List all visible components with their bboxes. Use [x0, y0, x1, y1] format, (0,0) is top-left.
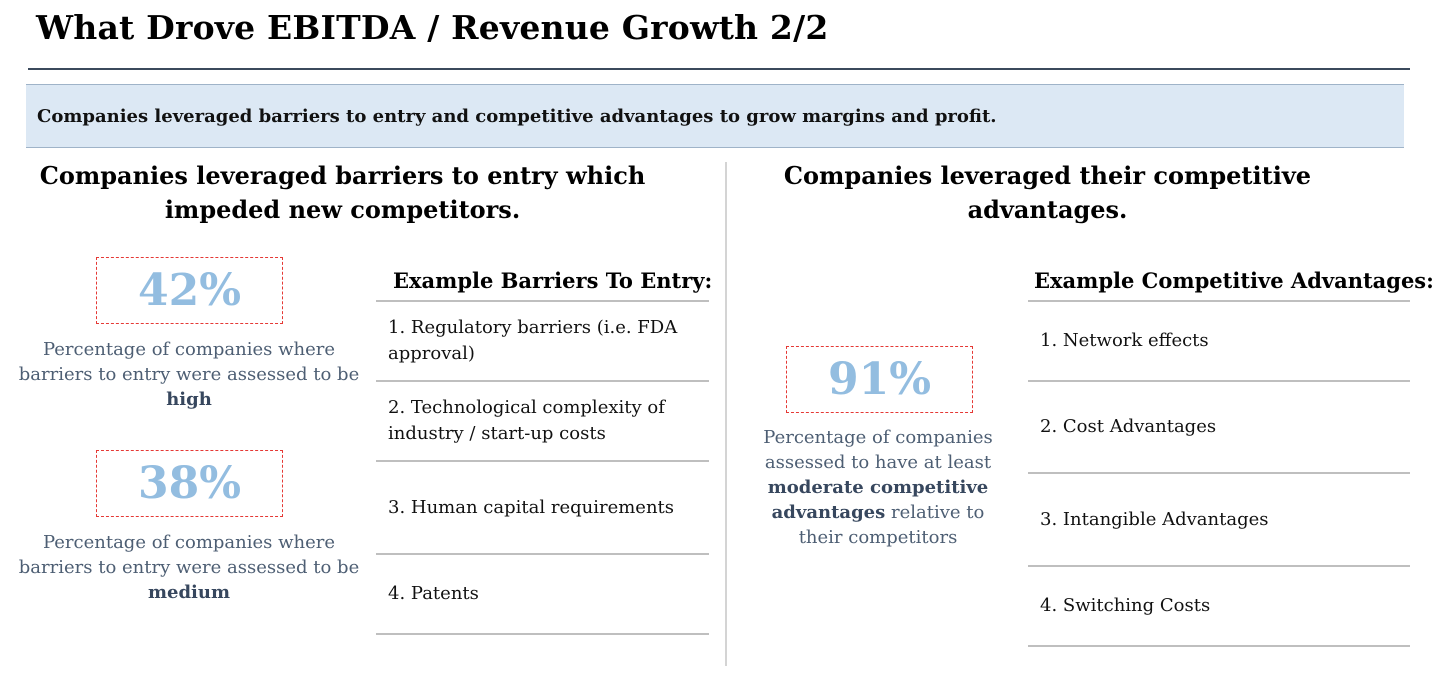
stat-desc-medium-text: Percentage of companies where barriers t…: [18, 532, 360, 578]
advantages-list-title-rule: [1028, 300, 1410, 302]
title-divider: [28, 68, 1410, 70]
page-title: What Drove EBITDA / Revenue Growth 2/2: [36, 8, 829, 47]
advantage-item-text: 1. Network effects: [1040, 330, 1209, 351]
advantage-item: 1. Network effects: [1028, 302, 1410, 382]
left-section-heading: Companies leveraged barriers to entry wh…: [30, 159, 655, 227]
barrier-item-text: 1. Regulatory barriers (i.e. FDA approva…: [388, 317, 678, 364]
advantage-item-text: 3. Intangible Advantages: [1040, 508, 1269, 530]
stat-box-moderate: 91%: [786, 346, 973, 413]
advantages-list-title: Example Competitive Advantages:: [1034, 268, 1434, 293]
advantage-item: 2. Cost Advantages: [1028, 382, 1410, 474]
column-divider: [725, 162, 727, 666]
advantage-item-text: 2. Cost Advantages: [1040, 416, 1217, 437]
left-heading-line-1: Companies leveraged barriers to entry wh…: [39, 161, 646, 190]
stat-box-high: 42%: [96, 257, 283, 324]
barrier-item: 4. Patents: [376, 555, 709, 635]
barrier-item: 1. Regulatory barriers (i.e. FDA approva…: [376, 302, 709, 382]
banner-text: Companies leveraged barriers to entry an…: [37, 106, 997, 127]
stat-desc-medium-emphasis: medium: [147, 582, 231, 603]
summary-banner: Companies leveraged barriers to entry an…: [26, 84, 1404, 148]
stat-desc-moderate-pre: Percentage of companies assessed to have…: [763, 427, 993, 473]
stat-desc-high: Percentage of companies where barriers t…: [16, 337, 362, 412]
stat-box-medium: 38%: [96, 450, 283, 517]
right-heading-line-1: Companies leveraged their competitive: [783, 161, 1312, 190]
barrier-item: 2. Technological complexity of industry …: [376, 382, 709, 462]
stat-desc-high-emphasis: high: [166, 389, 212, 410]
barriers-list-title-rule: [376, 300, 709, 302]
barrier-item-text: 3. Human capital requirements: [388, 496, 675, 518]
barrier-item-text: 2. Technological complexity of industry …: [388, 397, 665, 444]
advantage-item-text: 4. Switching Costs: [1040, 595, 1211, 616]
stat-desc-moderate-emphasis: moderate competitive advantages: [767, 477, 989, 523]
stat-value-medium: 38%: [137, 458, 242, 509]
stat-desc-moderate: Percentage of companies assessed to have…: [748, 425, 1008, 550]
stat-desc-moderate-post: relative to their competitors: [798, 502, 985, 548]
barrier-item-text: 4. Patents: [388, 583, 479, 604]
barriers-list-title: Example Barriers To Entry:: [393, 268, 713, 293]
right-heading-line-2: advantages.: [967, 195, 1128, 224]
stat-value-high: 42%: [137, 265, 242, 316]
advantage-item: 3. Intangible Advantages: [1028, 474, 1410, 567]
advantage-item: 4. Switching Costs: [1028, 567, 1410, 647]
stat-desc-high-text: Percentage of companies where barriers t…: [18, 339, 360, 385]
stat-value-moderate: 91%: [827, 354, 932, 405]
stat-desc-medium: Percentage of companies where barriers t…: [16, 530, 362, 605]
left-heading-line-2: impeded new competitors.: [164, 195, 521, 224]
right-section-heading: Companies leveraged their competitive ad…: [760, 159, 1335, 227]
barrier-item: 3. Human capital requirements: [376, 462, 709, 555]
